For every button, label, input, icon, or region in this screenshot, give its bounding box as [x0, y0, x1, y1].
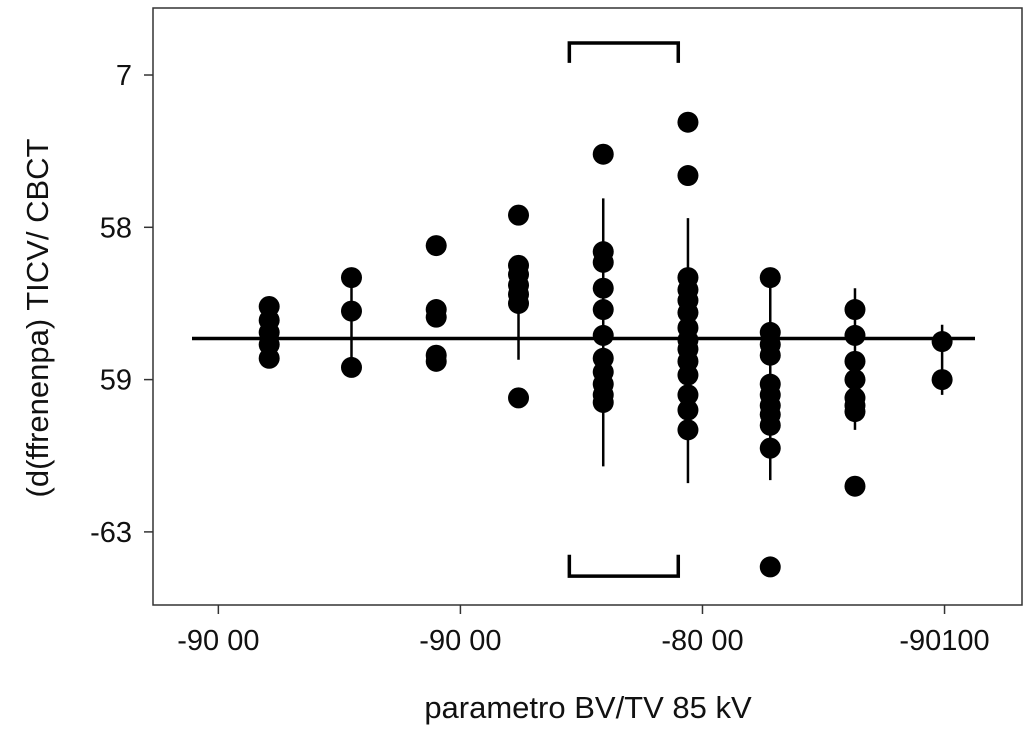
x-axis-label: parametro BV/TV 85 kV — [424, 690, 752, 725]
data-point-4-10 — [592, 391, 614, 413]
y-tick-label-1: 58 — [100, 212, 132, 244]
data-point-1-1 — [340, 300, 362, 322]
data-point-4-3 — [592, 277, 614, 299]
plot-frame — [152, 7, 1023, 606]
data-point-5-12 — [677, 399, 699, 421]
data-point-7-7 — [844, 475, 866, 497]
data-point-4-5 — [592, 324, 614, 346]
data-point-5-10 — [677, 364, 699, 386]
y-tick-label-3: -63 — [90, 517, 132, 549]
data-point-3-5 — [508, 292, 530, 314]
data-point-7-3 — [844, 369, 866, 391]
data-point-2-2 — [425, 306, 447, 328]
data-point-6-0 — [759, 267, 781, 289]
data-point-6-3 — [759, 344, 781, 366]
data-point-1-0 — [340, 267, 362, 289]
data-point-7-0 — [844, 299, 866, 321]
data-point-5-0 — [677, 111, 699, 133]
bracket-0 — [567, 41, 681, 63]
data-point-0-4 — [258, 347, 280, 369]
y-tick-label-0: 7 — [116, 60, 132, 92]
data-point-1-2 — [340, 356, 362, 378]
data-point-4-2 — [592, 251, 614, 273]
data-point-5-1 — [677, 165, 699, 187]
bracket-1 — [567, 554, 681, 578]
data-point-8-1 — [931, 369, 953, 391]
data-point-6-10 — [759, 556, 781, 578]
data-point-5-13 — [677, 419, 699, 441]
data-point-6-9 — [759, 437, 781, 459]
x-tick-label-0: -90 00 — [177, 625, 259, 657]
data-point-2-4 — [425, 350, 447, 372]
data-point-8-0 — [931, 331, 953, 353]
data-point-5-11 — [677, 384, 699, 406]
data-point-4-4 — [592, 299, 614, 321]
x-tick-label-1: -90 00 — [419, 625, 501, 657]
data-point-7-6 — [844, 401, 866, 423]
data-point-5-5 — [677, 302, 699, 324]
data-point-7-1 — [844, 324, 866, 346]
data-point-3-6 — [508, 387, 530, 409]
y-tick-label-2: 59 — [100, 365, 132, 397]
x-tick-label-3: -90100 — [899, 625, 989, 657]
data-point-2-0 — [425, 235, 447, 257]
y-axis-label: (d(ffrenenpa) TICV/ CBCT — [20, 138, 55, 497]
data-point-3-0 — [508, 204, 530, 226]
x-tick-label-2: -80 00 — [661, 625, 743, 657]
data-point-7-2 — [844, 350, 866, 372]
data-point-4-0 — [592, 143, 614, 165]
data-point-6-8 — [759, 414, 781, 436]
